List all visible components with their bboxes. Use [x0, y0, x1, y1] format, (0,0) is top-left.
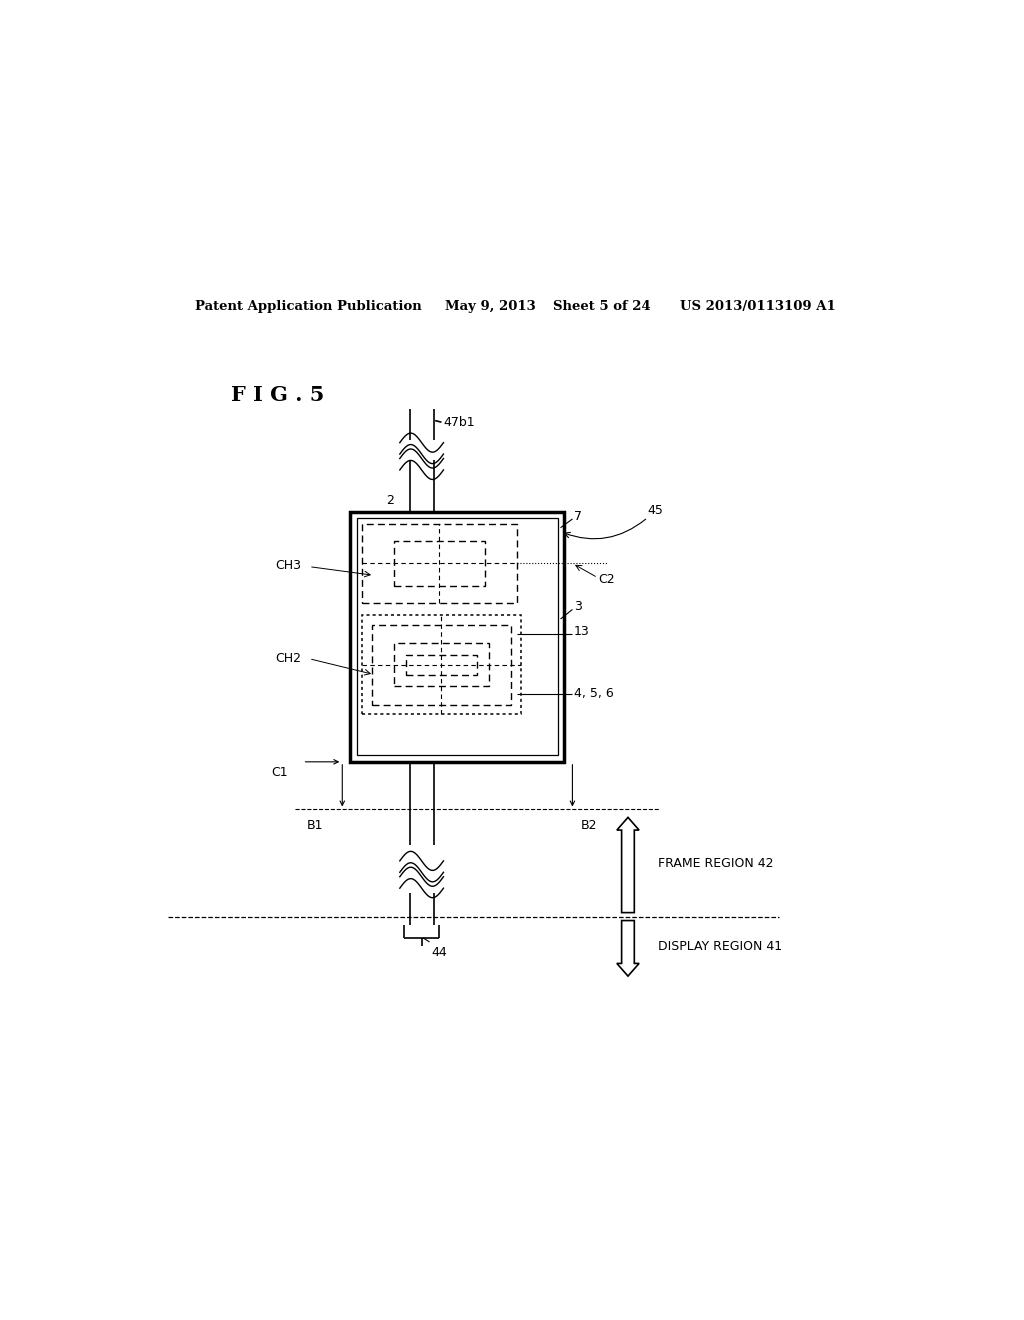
Text: US 2013/0113109 A1: US 2013/0113109 A1 — [680, 300, 836, 313]
Text: 47b1: 47b1 — [443, 416, 475, 429]
FancyArrow shape — [616, 920, 639, 975]
Bar — [394, 541, 485, 586]
Text: C2: C2 — [598, 573, 614, 586]
Bar — [394, 643, 489, 686]
Text: 3: 3 — [574, 601, 582, 614]
FancyArrow shape — [616, 817, 639, 912]
Text: 44: 44 — [431, 946, 446, 958]
Bar — [372, 624, 511, 705]
Text: B1: B1 — [306, 820, 323, 833]
Text: FRAME REGION 42: FRAME REGION 42 — [658, 857, 773, 870]
Text: 2: 2 — [386, 494, 394, 507]
Bar — [350, 512, 564, 762]
Text: Sheet 5 of 24: Sheet 5 of 24 — [553, 300, 650, 313]
Text: 4, 5, 6: 4, 5, 6 — [574, 686, 613, 700]
Bar — [406, 655, 477, 675]
Bar — [356, 519, 558, 755]
Text: DISPLAY REGION 41: DISPLAY REGION 41 — [658, 940, 782, 953]
Bar — [362, 615, 521, 714]
Text: F I G . 5: F I G . 5 — [231, 385, 325, 405]
Text: 7: 7 — [574, 510, 582, 523]
Text: CH3: CH3 — [274, 558, 301, 572]
Text: 13: 13 — [574, 624, 590, 638]
Text: CH2: CH2 — [274, 652, 301, 665]
Text: C1: C1 — [270, 766, 288, 779]
Text: Patent Application Publication: Patent Application Publication — [196, 300, 422, 313]
Text: B2: B2 — [581, 820, 597, 833]
Bar — [362, 524, 517, 603]
Text: May 9, 2013: May 9, 2013 — [445, 300, 537, 313]
Text: 45: 45 — [648, 504, 664, 517]
